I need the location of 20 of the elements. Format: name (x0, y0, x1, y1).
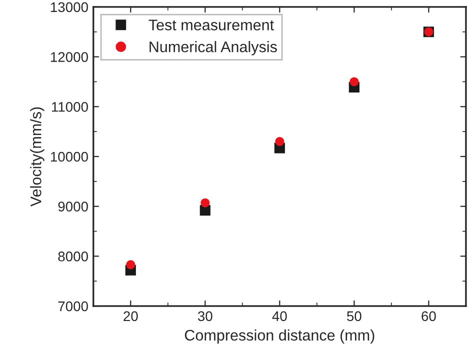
x-tick-label: 50 (347, 311, 362, 322)
point (350, 77, 359, 86)
x-tick-label: 20 (124, 311, 138, 322)
y-axis-title: Velocity(mm/s) (30, 107, 44, 207)
y-tick-label: 7000 (58, 301, 88, 312)
y-tick-label: 10000 (50, 152, 88, 162)
x-tick-label: 60 (422, 311, 436, 322)
y-tick-label: 11000 (52, 102, 88, 112)
x-tick-label: 30 (198, 311, 212, 322)
y-tick-label: 13000 (50, 2, 88, 12)
y-tick-label: 12000 (50, 52, 88, 62)
y-tick-label: 9000 (58, 202, 88, 212)
x-tick-label: 40 (272, 311, 287, 322)
legend-label: Numerical Analysis (150, 41, 277, 56)
point (200, 198, 210, 208)
legend-label: Test measurement (148, 20, 274, 30)
x-axis-title: Compression distance (mm) (184, 329, 374, 344)
point (126, 260, 136, 270)
y-tick-label: 8000 (58, 252, 88, 262)
point (275, 137, 284, 146)
